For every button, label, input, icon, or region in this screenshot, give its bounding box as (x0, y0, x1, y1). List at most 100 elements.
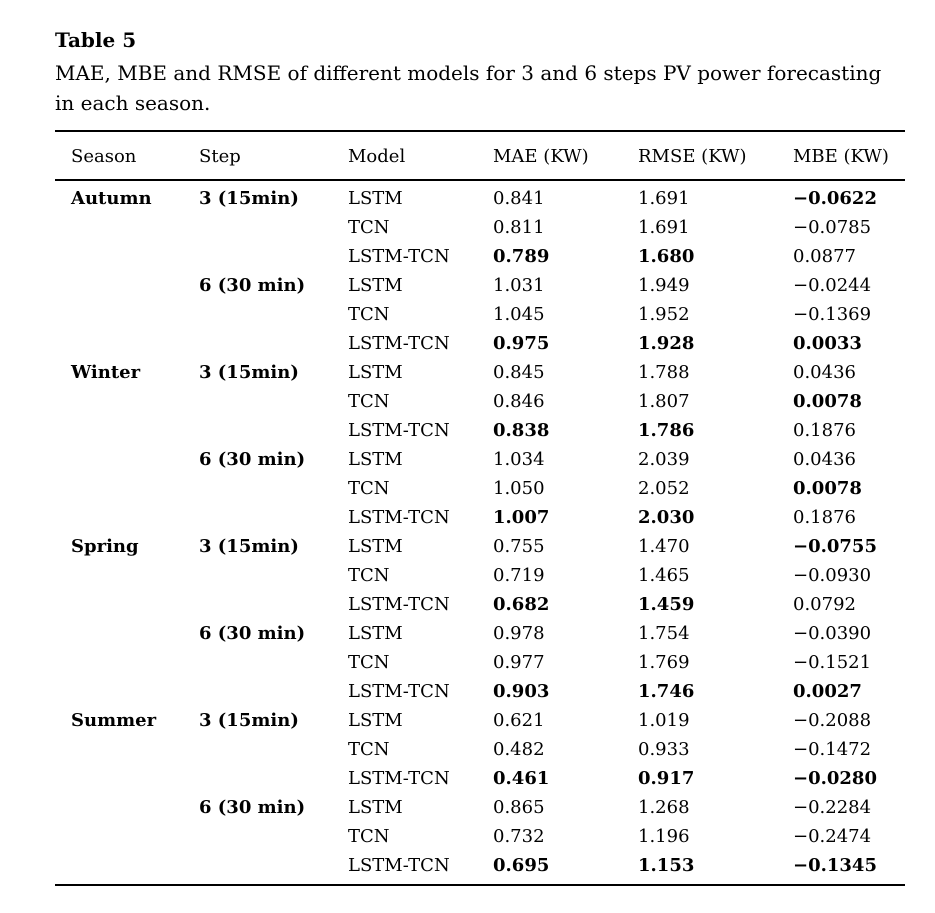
table-row: TCN 0.719 1.465 −0.0930 (55, 561, 905, 590)
table-row: Autumn 3 (15min) LSTM 0.841 1.691 −0.0622 (55, 180, 905, 213)
model-cell: LSTM-TCN (348, 855, 450, 876)
column-header-mae: MAE (KW) (477, 131, 622, 181)
season-cell (55, 271, 183, 300)
mae-cell: 0.845 (493, 362, 545, 383)
model-cell: LSTM-TCN (348, 333, 450, 354)
step-cell: 6 (30 min) (199, 449, 306, 470)
table-row: TCN 0.732 1.196 −0.2474 (55, 822, 905, 851)
model-cell: LSTM-TCN (348, 420, 450, 441)
mae-cell: 0.719 (493, 565, 545, 586)
mbe-cell: 0.1876 (793, 507, 856, 528)
season-cell (55, 416, 183, 445)
mae-cell: 1.045 (493, 304, 545, 325)
mbe-cell: 0.0078 (793, 391, 862, 412)
mbe-cell: −0.0390 (793, 623, 872, 644)
table-row: TCN 0.482 0.933 −0.1472 (55, 735, 905, 764)
mae-cell: 0.903 (493, 681, 550, 702)
step-cell: 3 (15min) (199, 188, 299, 209)
mae-cell: 1.034 (493, 449, 545, 470)
step-cell (183, 300, 332, 329)
table-row: TCN 0.977 1.769 −0.1521 (55, 648, 905, 677)
mae-cell: 0.461 (493, 768, 550, 789)
mae-cell: 1.031 (493, 275, 545, 296)
season-cell (55, 561, 183, 590)
column-header-model: Model (332, 131, 477, 181)
mae-cell: 0.621 (493, 710, 545, 731)
column-header-rmse: RMSE (KW) (622, 131, 777, 181)
model-cell: LSTM (348, 797, 403, 818)
table-row: LSTM-TCN 0.461 0.917 −0.0280 (55, 764, 905, 793)
model-cell: TCN (348, 652, 390, 673)
table-header: Season Step Model MAE (KW) RMSE (KW) MBE… (55, 131, 905, 181)
step-cell: 3 (15min) (199, 710, 299, 731)
table-row: LSTM-TCN 0.682 1.459 0.0792 (55, 590, 905, 619)
table-header-row: Season Step Model MAE (KW) RMSE (KW) MBE… (55, 131, 905, 181)
season-cell (55, 822, 183, 851)
model-cell: TCN (348, 391, 390, 412)
mae-cell: 0.755 (493, 536, 545, 557)
rmse-cell: 1.268 (638, 797, 690, 818)
table-row: LSTM-TCN 0.903 1.746 0.0027 (55, 677, 905, 706)
mae-cell: 0.789 (493, 246, 550, 267)
mae-cell: 0.978 (493, 623, 545, 644)
step-cell (183, 822, 332, 851)
table-row: TCN 1.050 2.052 0.0078 (55, 474, 905, 503)
mae-cell: 0.811 (493, 217, 545, 238)
season-cell: Summer (71, 710, 157, 731)
model-cell: TCN (348, 478, 390, 499)
season-cell (55, 387, 183, 416)
season-cell (55, 648, 183, 677)
mae-cell: 0.695 (493, 855, 550, 876)
mae-cell: 1.007 (493, 507, 550, 528)
rmse-cell: 1.788 (638, 362, 690, 383)
season-cell: Winter (71, 362, 141, 383)
season-cell (55, 503, 183, 532)
mae-cell: 0.846 (493, 391, 545, 412)
model-cell: LSTM-TCN (348, 507, 450, 528)
mbe-cell: 0.0792 (793, 594, 856, 615)
rmse-cell: 1.769 (638, 652, 690, 673)
table-row: TCN 0.811 1.691 −0.0785 (55, 213, 905, 242)
step-cell (183, 503, 332, 532)
mbe-cell: −0.0785 (793, 217, 872, 238)
season-cell (55, 300, 183, 329)
step-cell (183, 677, 332, 706)
mae-cell: 1.050 (493, 478, 545, 499)
rmse-cell: 1.754 (638, 623, 690, 644)
model-cell: LSTM-TCN (348, 594, 450, 615)
step-cell (183, 416, 332, 445)
mbe-cell: −0.0280 (793, 768, 877, 789)
table-row: LSTM-TCN 0.975 1.928 0.0033 (55, 329, 905, 358)
mbe-cell: −0.2088 (793, 710, 872, 731)
mbe-cell: −0.0244 (793, 275, 872, 296)
mae-cell: 0.865 (493, 797, 545, 818)
mbe-cell: 0.0436 (793, 449, 856, 470)
mae-cell: 0.482 (493, 739, 545, 760)
step-cell: 6 (30 min) (199, 623, 306, 644)
model-cell: LSTM (348, 188, 403, 209)
column-header-mbe: MBE (KW) (777, 131, 905, 181)
mae-cell: 0.975 (493, 333, 550, 354)
table-label: Table 5 (55, 28, 137, 52)
season-cell (55, 445, 183, 474)
model-cell: LSTM (348, 275, 403, 296)
season-cell: Autumn (71, 188, 152, 209)
column-header-season: Season (55, 131, 183, 181)
rmse-cell: 1.470 (638, 536, 690, 557)
step-cell: 6 (30 min) (199, 797, 306, 818)
mbe-cell: −0.1472 (793, 739, 872, 760)
model-cell: LSTM (348, 710, 403, 731)
rmse-cell: 1.807 (638, 391, 690, 412)
season-cell (55, 213, 183, 242)
table-row: Summer 3 (15min) LSTM 0.621 1.019 −0.2088 (55, 706, 905, 735)
rmse-cell: 1.019 (638, 710, 690, 731)
step-cell: 3 (15min) (199, 362, 299, 383)
rmse-cell: 0.917 (638, 768, 695, 789)
rmse-cell: 1.949 (638, 275, 690, 296)
step-cell: 6 (30 min) (199, 275, 306, 296)
step-cell (183, 735, 332, 764)
step-cell (183, 329, 332, 358)
mbe-cell: 0.0027 (793, 681, 862, 702)
table-row: Spring 3 (15min) LSTM 0.755 1.470 −0.0755 (55, 532, 905, 561)
table-row: 6 (30 min) LSTM 1.034 2.039 0.0436 (55, 445, 905, 474)
